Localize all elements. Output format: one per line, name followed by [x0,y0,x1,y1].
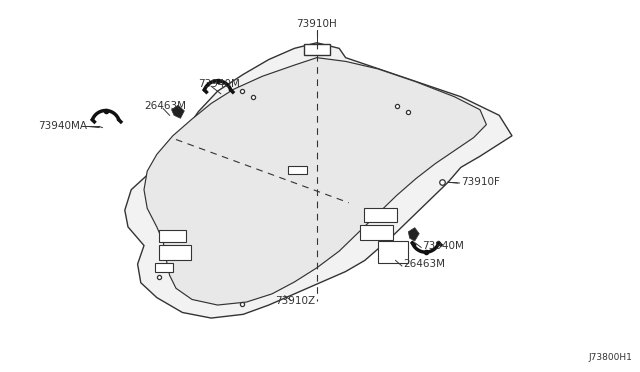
Polygon shape [144,58,486,305]
Text: 73910H: 73910H [296,19,337,29]
Text: J73800H1: J73800H1 [588,353,632,362]
Text: 73940M: 73940M [422,241,464,250]
Bar [155,263,173,272]
Bar [288,166,307,174]
Polygon shape [172,105,184,118]
Bar [360,225,393,240]
Text: 73910F: 73910F [461,177,500,187]
Text: 26463M: 26463M [403,259,445,269]
Polygon shape [408,228,419,241]
Polygon shape [125,43,512,318]
Bar [159,245,191,260]
Bar [364,208,397,222]
Bar [159,230,186,242]
Text: 26463M: 26463M [144,101,186,111]
Text: 73940MA: 73940MA [38,122,88,131]
Text: 73940M: 73940M [198,79,240,89]
FancyBboxPatch shape [304,44,330,55]
Text: 73910Z: 73910Z [275,296,316,306]
Bar [378,241,408,263]
